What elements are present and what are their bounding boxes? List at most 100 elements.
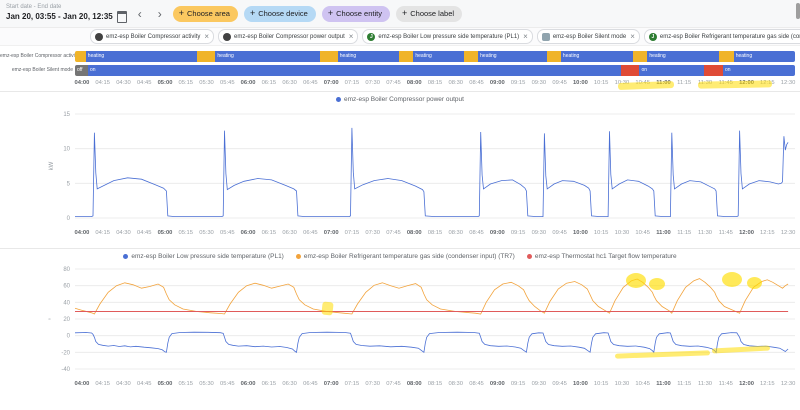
time-label: 11:00: [656, 381, 671, 387]
chevron-right-button[interactable]: ›: [153, 5, 167, 23]
timeline-segment[interactable]: [398, 50, 414, 62]
scrollbar[interactable]: [796, 3, 800, 19]
time-label: 05:15: [178, 80, 194, 86]
timeline-segment[interactable]: heating: [647, 50, 720, 62]
legend-item[interactable]: emz-esp Boiler Compressor power output: [336, 96, 464, 103]
legend-dot: [295, 253, 301, 259]
timeline-segment[interactable]: heating: [215, 50, 320, 62]
y-tick-label: -20: [61, 350, 70, 356]
time-label: 05:45: [220, 381, 235, 387]
time-label: 10:30: [614, 80, 630, 86]
legend-item[interactable]: emz-esp Boiler Refrigerant temperature g…: [295, 253, 515, 260]
timeline-segment[interactable]: [620, 64, 640, 76]
filter-button-choose-label[interactable]: + Choose label: [395, 5, 463, 22]
timeline-segment[interactable]: [546, 50, 561, 62]
legend-dot: [336, 96, 342, 102]
entity-chip[interactable]: emz-esp Boiler Compressor activity ×: [90, 29, 215, 44]
time-label: 07:00: [324, 230, 339, 236]
time-label: 06:00: [241, 381, 256, 387]
timeline-section: emz-esp Boiler Compressor activity heatin…: [0, 46, 800, 91]
entity-chip-row: emz-esp Boiler Compressor activity × emz-e…: [0, 28, 800, 46]
time-label: 04:45: [137, 381, 152, 387]
timeline-segment[interactable]: [319, 50, 338, 62]
close-icon[interactable]: ×: [523, 31, 528, 41]
time-label: 09:15: [511, 230, 526, 236]
close-icon[interactable]: ×: [630, 31, 635, 41]
time-label: 07:15: [345, 381, 360, 387]
time-label: 07:15: [345, 230, 360, 236]
timeline-segment[interactable]: heating: [478, 50, 547, 62]
time-label: 08:00: [407, 381, 422, 387]
time-label: 11:30: [698, 381, 712, 387]
time-label: 07:30: [365, 230, 380, 236]
timeline-segment[interactable]: heating: [85, 50, 198, 62]
time-label: 08:15: [428, 230, 443, 236]
timeline-row: emz-esp Boiler Compressor activity heatin…: [0, 50, 800, 62]
time-label: 08:45: [469, 230, 484, 236]
power-chart[interactable]: 0 5 10 15 kW 04:00 04:15 04:30 04:45 05:00 05:15 05…: [0, 106, 800, 248]
time-label: 05:00: [158, 381, 173, 387]
entity-chip[interactable]: emz-esp Boiler Silent mode ×: [536, 29, 640, 44]
legend-item[interactable]: emz-esp Thermostat hc1 Target flow tempe…: [526, 253, 677, 260]
time-label: 06:30: [282, 80, 297, 86]
time-label: 08:30: [449, 381, 464, 387]
temperature-chart[interactable]: -40 -20 0 20 40 60 80 ° 04:00 04:15 04:30 04:45 05:0…: [0, 263, 800, 401]
entity-chip[interactable]: emz-esp Boiler Compressor power output ×: [218, 29, 359, 44]
time-label: 04:15: [95, 230, 110, 236]
timeline-segment[interactable]: [463, 50, 479, 62]
timeline-segment[interactable]: off: [75, 64, 88, 76]
timeline-segment[interactable]: heating: [337, 50, 399, 62]
timeline-row-label: emz-esp Boiler Silent mode: [11, 67, 73, 73]
filter-button-choose-entity[interactable]: + Choose entity: [321, 5, 390, 22]
entity-chip-label: emz-esp Boiler Compressor power output: [234, 33, 345, 40]
filter-button-label: Choose area: [187, 9, 230, 18]
legend-label: emz-esp Boiler Low pressure side tempera…: [131, 252, 284, 260]
y-tick-label: 40: [63, 300, 70, 306]
legend-dot: [526, 253, 532, 259]
close-icon[interactable]: ×: [204, 31, 210, 41]
timeline-segment[interactable]: heating: [413, 50, 464, 62]
time-label: 05:30: [199, 381, 214, 387]
timeline-segment[interactable]: on: [639, 64, 705, 76]
entity-avatar-icon: J: [648, 32, 657, 41]
timeline-segment[interactable]: heating: [733, 50, 795, 62]
timeline-bar: heating heating heating heating heating heati…: [75, 50, 795, 62]
date-range-picker[interactable]: Start date - End date Jan 20, 03:55 - Ja…: [6, 4, 127, 23]
filter-button-label: Choose device: [258, 9, 308, 18]
timeline-segment[interactable]: [75, 50, 86, 62]
filter-button-choose-area[interactable]: + Choose area: [172, 5, 238, 22]
calendar-icon[interactable]: [116, 11, 127, 23]
close-icon[interactable]: ×: [348, 31, 354, 41]
time-label: 11:00: [656, 230, 671, 236]
time-label: 12:15: [760, 80, 775, 86]
chevron-left-button[interactable]: ‹: [133, 5, 147, 23]
time-label: 11:45: [719, 230, 733, 236]
time-label: 05:15: [179, 230, 194, 236]
filter-button-choose-device[interactable]: + Choose device: [243, 5, 316, 22]
timeline-segment[interactable]: [197, 50, 216, 62]
time-label: 09:00: [489, 80, 505, 86]
time-label: 08:15: [428, 381, 443, 387]
time-label: 04:00: [75, 381, 90, 387]
y-tick-label: 0: [67, 334, 71, 340]
time-label: 11:15: [677, 80, 692, 86]
y-axis-unit: °: [49, 317, 55, 320]
timeline-row-label: emz-esp Boiler Compressor activity: [0, 53, 75, 59]
timeline-segment[interactable]: on: [722, 64, 795, 76]
plus-icon: +: [327, 8, 334, 18]
y-tick-label: 15: [63, 112, 70, 118]
legend-item[interactable]: emz-esp Boiler Low pressure side tempera…: [123, 252, 284, 260]
timeline-segment[interactable]: [704, 64, 723, 76]
timeline-segment[interactable]: [632, 50, 648, 62]
timeline-segment[interactable]: [719, 50, 734, 62]
legend-dot: [123, 253, 129, 259]
timeline-segment[interactable]: on: [87, 64, 621, 76]
timeline-segment[interactable]: heating: [560, 50, 633, 62]
time-label: 11:15: [677, 230, 691, 236]
time-label: 07:00: [323, 80, 339, 86]
y-tick-label: 80: [63, 267, 70, 273]
timeline-rows: emz-esp Boiler Compressor activity heatin…: [0, 50, 800, 76]
time-label: 04:30: [116, 381, 131, 387]
